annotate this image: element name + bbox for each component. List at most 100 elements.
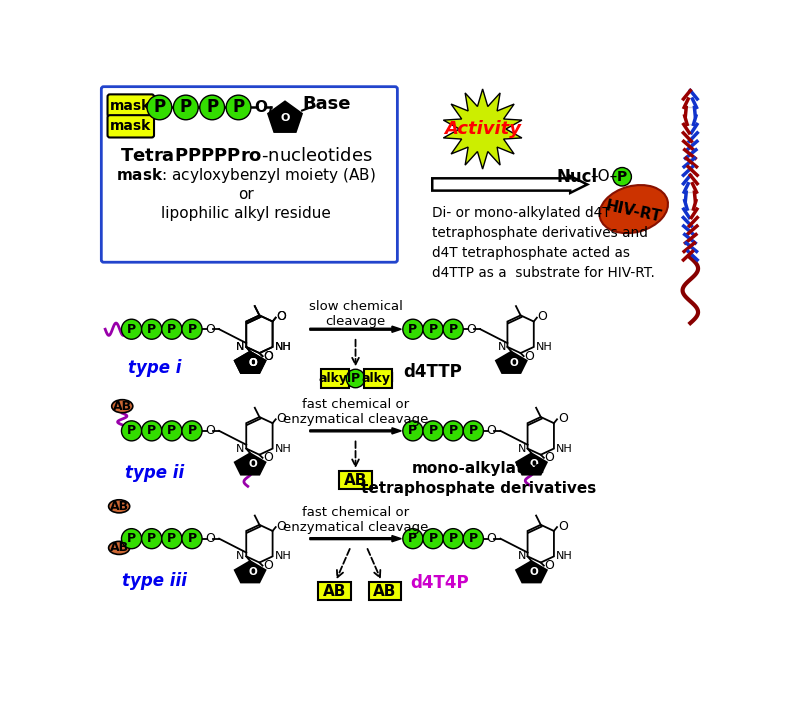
Circle shape: [346, 369, 365, 388]
Circle shape: [443, 319, 463, 340]
Text: O: O: [276, 412, 287, 425]
Circle shape: [182, 529, 202, 548]
Circle shape: [463, 421, 483, 441]
Text: or: or: [238, 187, 254, 202]
Circle shape: [423, 421, 443, 441]
Text: P: P: [448, 532, 458, 545]
Text: P: P: [206, 98, 219, 117]
Text: O: O: [276, 311, 287, 323]
Circle shape: [162, 421, 182, 441]
Circle shape: [162, 529, 182, 548]
Text: O: O: [205, 323, 215, 336]
Text: P: P: [351, 372, 360, 385]
Text: O: O: [545, 451, 554, 464]
Text: Nucl: Nucl: [556, 168, 597, 186]
Text: O: O: [529, 459, 538, 470]
Text: AB: AB: [373, 583, 397, 598]
Text: O: O: [248, 567, 257, 577]
Text: NH: NH: [275, 551, 291, 562]
Text: P: P: [147, 425, 156, 437]
Circle shape: [423, 319, 443, 340]
Circle shape: [403, 529, 423, 548]
FancyArrow shape: [310, 536, 402, 542]
Text: P: P: [232, 98, 245, 117]
Text: $\mathbf{mask}$: acyloxybenzyl moiety (AB): $\mathbf{mask}$: acyloxybenzyl moiety (A…: [116, 166, 376, 185]
FancyBboxPatch shape: [364, 369, 392, 388]
Text: P: P: [147, 323, 156, 336]
Text: O: O: [248, 358, 257, 368]
Text: P: P: [167, 323, 177, 336]
Text: NH: NH: [556, 551, 573, 562]
Text: P: P: [469, 532, 478, 545]
Circle shape: [162, 319, 182, 340]
Text: O: O: [248, 459, 257, 470]
Text: O: O: [263, 349, 273, 363]
Ellipse shape: [600, 185, 668, 233]
Text: AB: AB: [323, 583, 346, 598]
FancyBboxPatch shape: [108, 94, 154, 117]
Text: P: P: [428, 532, 438, 545]
Text: alkyl: alkyl: [318, 372, 351, 385]
FancyBboxPatch shape: [318, 582, 351, 600]
Polygon shape: [234, 352, 265, 373]
Text: –O–: –O–: [590, 169, 617, 184]
FancyArrow shape: [432, 176, 587, 193]
Text: fast chemical or
enzymatical cleavage: fast chemical or enzymatical cleavage: [283, 506, 428, 534]
FancyArrow shape: [310, 326, 402, 333]
Ellipse shape: [109, 500, 130, 513]
Circle shape: [142, 421, 162, 441]
Text: HIV-RT: HIV-RT: [604, 198, 663, 225]
Text: O: O: [509, 358, 518, 368]
Text: O: O: [524, 349, 535, 363]
Polygon shape: [516, 561, 547, 583]
Text: N: N: [497, 342, 506, 352]
Circle shape: [121, 421, 142, 441]
Circle shape: [443, 529, 463, 548]
Text: AB: AB: [109, 500, 129, 512]
Text: $\mathbf{Tetra}$$\mathit{\mathbf{PPPP}}$$\mathbf{Pro}$-nucleotides: $\mathbf{Tetra}$$\mathit{\mathbf{PPPP}}$…: [120, 147, 372, 165]
Text: type i: type i: [128, 359, 181, 377]
Text: d4T4P: d4T4P: [411, 574, 470, 593]
Text: P: P: [127, 532, 136, 545]
Text: P: P: [448, 323, 458, 336]
Ellipse shape: [112, 400, 133, 413]
Text: N: N: [518, 444, 526, 453]
Text: O: O: [205, 425, 215, 437]
Text: lipophilic alkyl residue: lipophilic alkyl residue: [162, 206, 331, 221]
Text: slow chemical
cleavage: slow chemical cleavage: [309, 299, 402, 328]
Text: mask: mask: [110, 98, 151, 112]
Polygon shape: [496, 352, 527, 373]
Text: O: O: [486, 425, 496, 437]
Text: mono-alkylated
tetraphosphate derivatives: mono-alkylated tetraphosphate derivative…: [361, 461, 596, 496]
Text: Di- or mono-alkylated d4T
tetraphosphate derivatives and
d4T tetraphosphate acte: Di- or mono-alkylated d4T tetraphosphate…: [432, 206, 655, 280]
Circle shape: [613, 167, 631, 186]
Circle shape: [423, 529, 443, 548]
Text: O: O: [254, 100, 268, 115]
Text: O: O: [248, 358, 257, 368]
FancyBboxPatch shape: [101, 86, 398, 262]
Circle shape: [443, 421, 463, 441]
Text: NH: NH: [275, 342, 291, 352]
Text: P: P: [188, 323, 196, 336]
Ellipse shape: [109, 541, 130, 555]
Circle shape: [147, 95, 172, 120]
FancyArrow shape: [310, 428, 402, 434]
Polygon shape: [234, 352, 265, 373]
Text: P: P: [127, 425, 136, 437]
Text: O: O: [263, 451, 273, 464]
Text: O: O: [486, 532, 496, 545]
Polygon shape: [268, 101, 302, 132]
Circle shape: [403, 421, 423, 441]
Text: NH: NH: [275, 342, 291, 352]
Text: P: P: [617, 169, 627, 183]
Text: O: O: [263, 349, 273, 363]
Polygon shape: [444, 89, 522, 169]
Text: N: N: [236, 342, 245, 352]
Text: fast chemical or
enzymatical cleavage: fast chemical or enzymatical cleavage: [283, 399, 428, 427]
Text: P: P: [167, 532, 177, 545]
Text: AB: AB: [344, 472, 367, 488]
Text: NH: NH: [536, 342, 553, 352]
Text: type ii: type ii: [125, 464, 185, 482]
Text: P: P: [188, 425, 196, 437]
FancyBboxPatch shape: [108, 115, 154, 138]
